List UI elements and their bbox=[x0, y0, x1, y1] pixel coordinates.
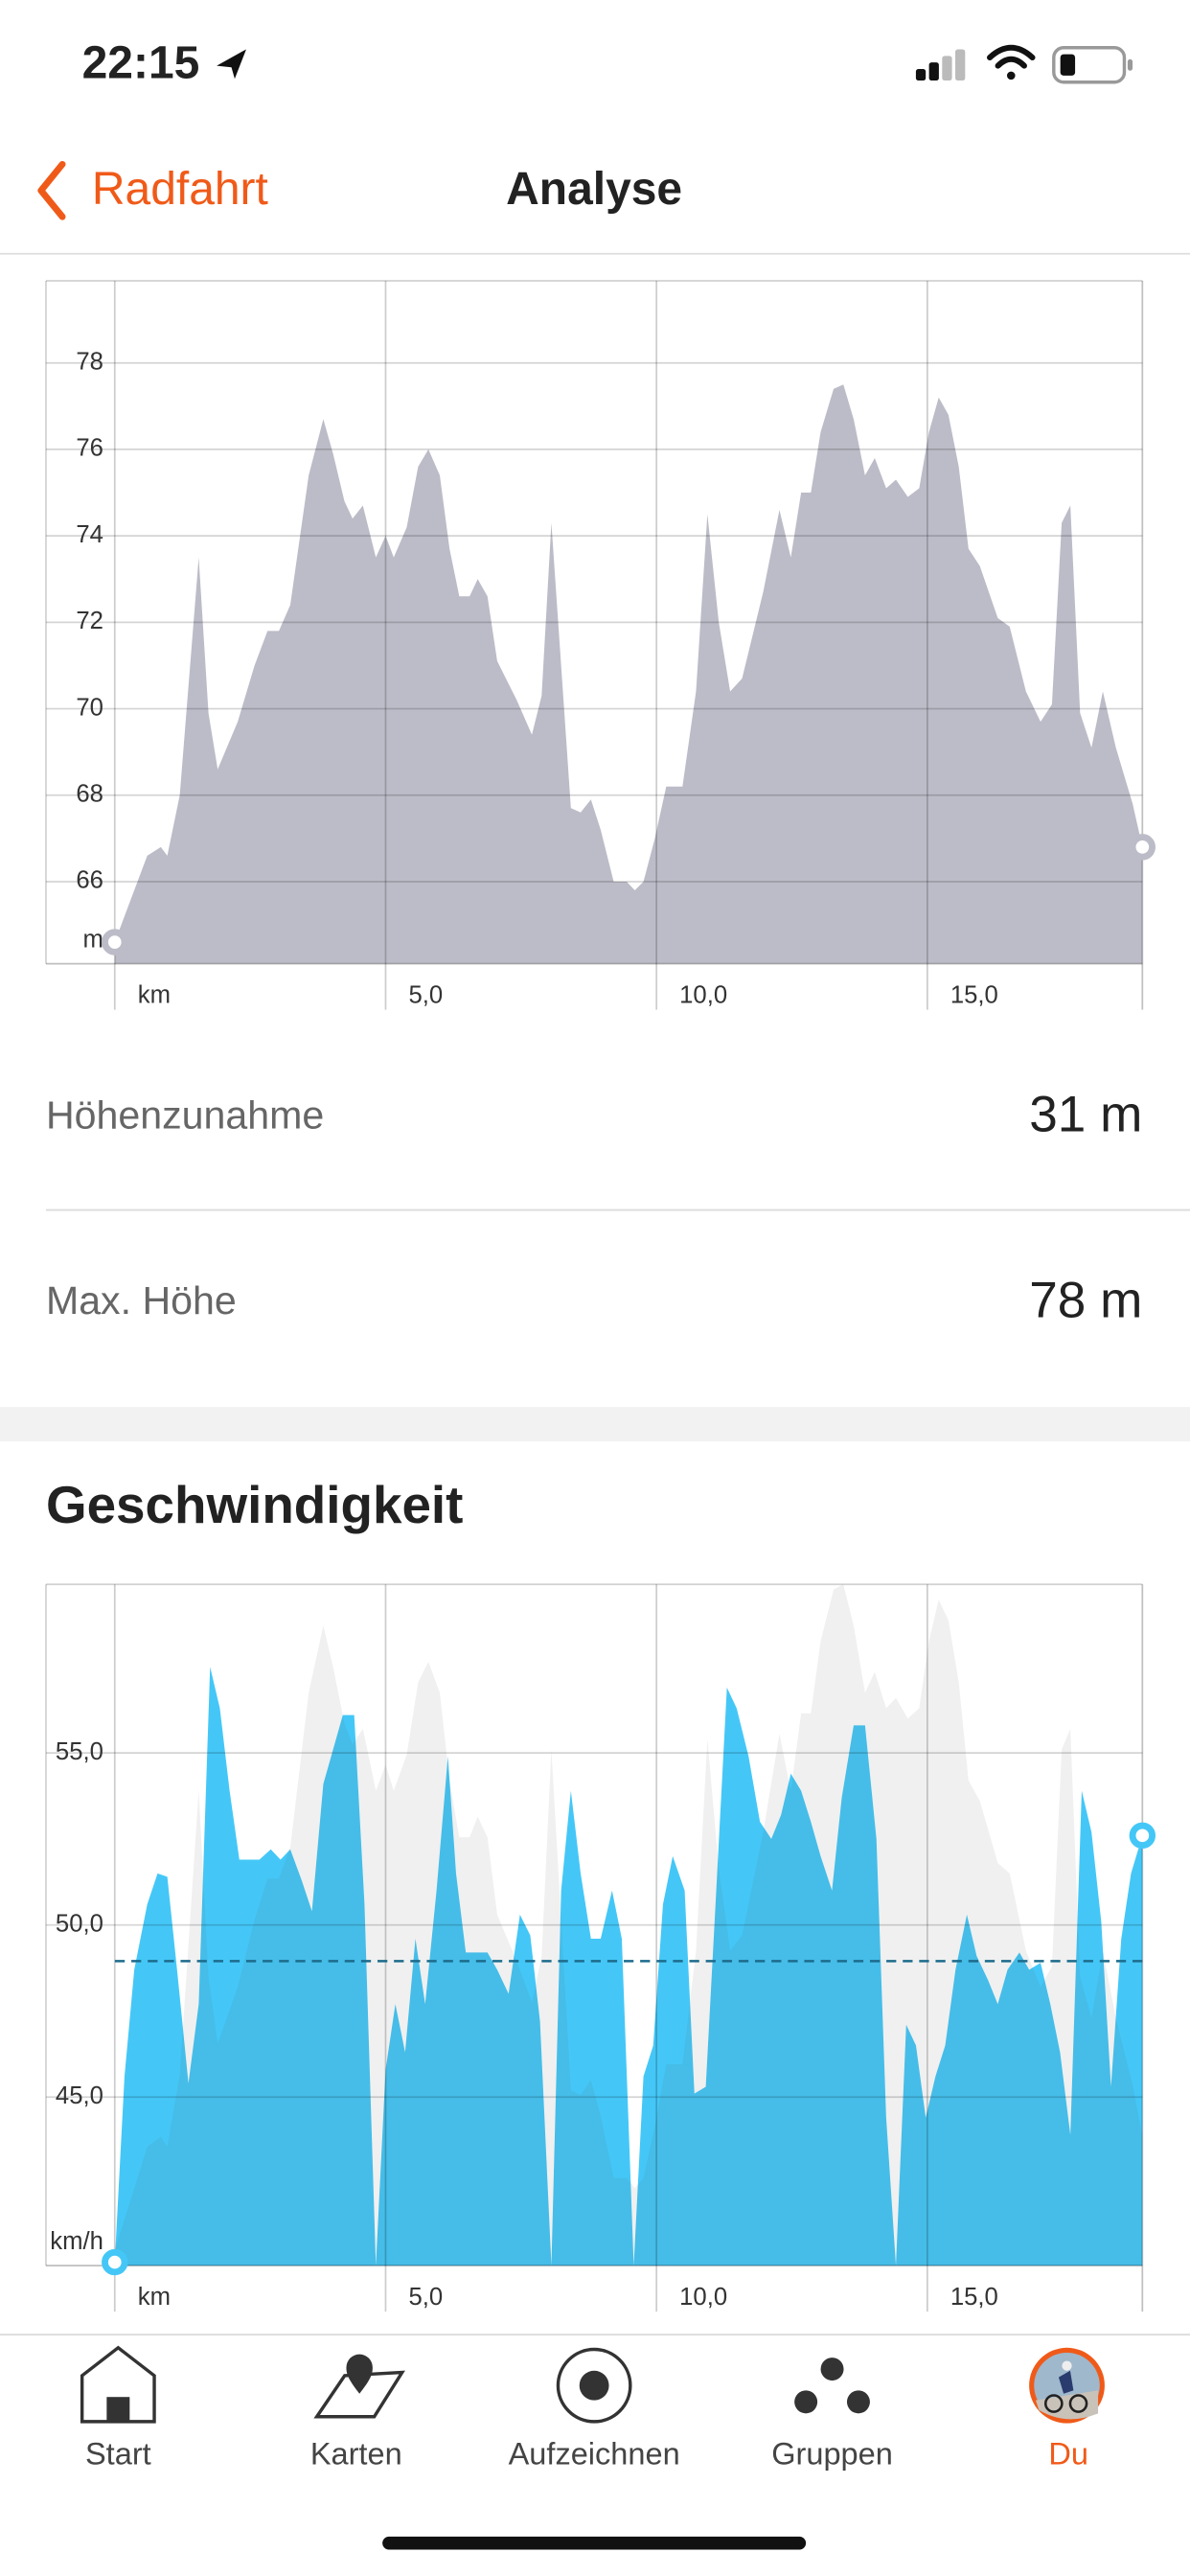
stat-value: 78 m bbox=[1029, 1272, 1142, 1328]
x-tick-label: km bbox=[138, 982, 171, 1009]
tab-icon-karten[interactable] bbox=[313, 2354, 405, 2419]
stat-value: 31 m bbox=[1029, 1087, 1142, 1143]
wifi-icon bbox=[987, 44, 1036, 80]
endpoint-marker bbox=[102, 2248, 128, 2276]
area bbox=[114, 384, 1143, 964]
tab-label[interactable]: Gruppen bbox=[771, 2436, 893, 2471]
y-tick-label: 78 bbox=[76, 348, 103, 375]
endpoint-marker bbox=[102, 929, 128, 955]
tab-icon-du[interactable] bbox=[1029, 2347, 1105, 2424]
location-icon bbox=[217, 49, 246, 80]
tab-label[interactable]: Karten bbox=[310, 2436, 402, 2471]
tab-icon-start[interactable] bbox=[80, 2345, 156, 2424]
status-time: 22:15 bbox=[82, 37, 200, 88]
area bbox=[114, 1667, 1143, 2266]
y-tick-label: 50,0 bbox=[56, 1910, 103, 1937]
y-tick-label: 70 bbox=[76, 694, 103, 721]
nav-title: Analyse bbox=[506, 164, 682, 215]
x-tick-label: 10,0 bbox=[679, 982, 727, 1009]
y-tick-label: 45,0 bbox=[56, 2082, 103, 2109]
section-title: Geschwindigkeit bbox=[46, 1475, 463, 1534]
y-tick-label: 68 bbox=[76, 781, 103, 808]
battery-icon bbox=[1052, 46, 1133, 84]
tab-icon-gruppen[interactable] bbox=[794, 2358, 870, 2414]
y-tick-label: 76 bbox=[76, 435, 103, 462]
y-tick-label: 74 bbox=[76, 521, 103, 548]
stat-label: Höhenzunahme bbox=[46, 1093, 324, 1138]
tab-icon-aufzeichnen[interactable] bbox=[556, 2347, 632, 2424]
tab-label[interactable]: Start bbox=[85, 2436, 151, 2471]
y-tick-label: 55,0 bbox=[56, 1738, 103, 1765]
y-tick-label: 66 bbox=[76, 867, 103, 894]
tab-label[interactable]: Du bbox=[1048, 2436, 1088, 2471]
x-tick-label: 5,0 bbox=[408, 982, 443, 1009]
x-tick-label: 10,0 bbox=[679, 2284, 727, 2311]
y-unit-label: km/h bbox=[50, 2228, 103, 2255]
y-unit-label: m bbox=[83, 926, 103, 953]
back-button[interactable]: Radfahrt bbox=[92, 164, 268, 215]
elevation-overlay bbox=[114, 1584, 1143, 2266]
signal-icon bbox=[915, 49, 966, 81]
x-tick-label: 15,0 bbox=[950, 982, 998, 1009]
section-separator bbox=[0, 1407, 1190, 1442]
x-tick-label: km bbox=[138, 2284, 171, 2311]
back-chevron[interactable] bbox=[37, 160, 66, 220]
endpoint-marker bbox=[1129, 1822, 1156, 1850]
home-indicator bbox=[382, 2536, 807, 2550]
stat-label: Max. Höhe bbox=[46, 1278, 237, 1322]
tab-label[interactable]: Aufzeichnen bbox=[509, 2436, 680, 2471]
y-tick-label: 72 bbox=[76, 608, 103, 634]
x-tick-label: 15,0 bbox=[950, 2284, 998, 2311]
endpoint-marker bbox=[1129, 834, 1156, 861]
x-tick-label: 5,0 bbox=[408, 2284, 443, 2311]
